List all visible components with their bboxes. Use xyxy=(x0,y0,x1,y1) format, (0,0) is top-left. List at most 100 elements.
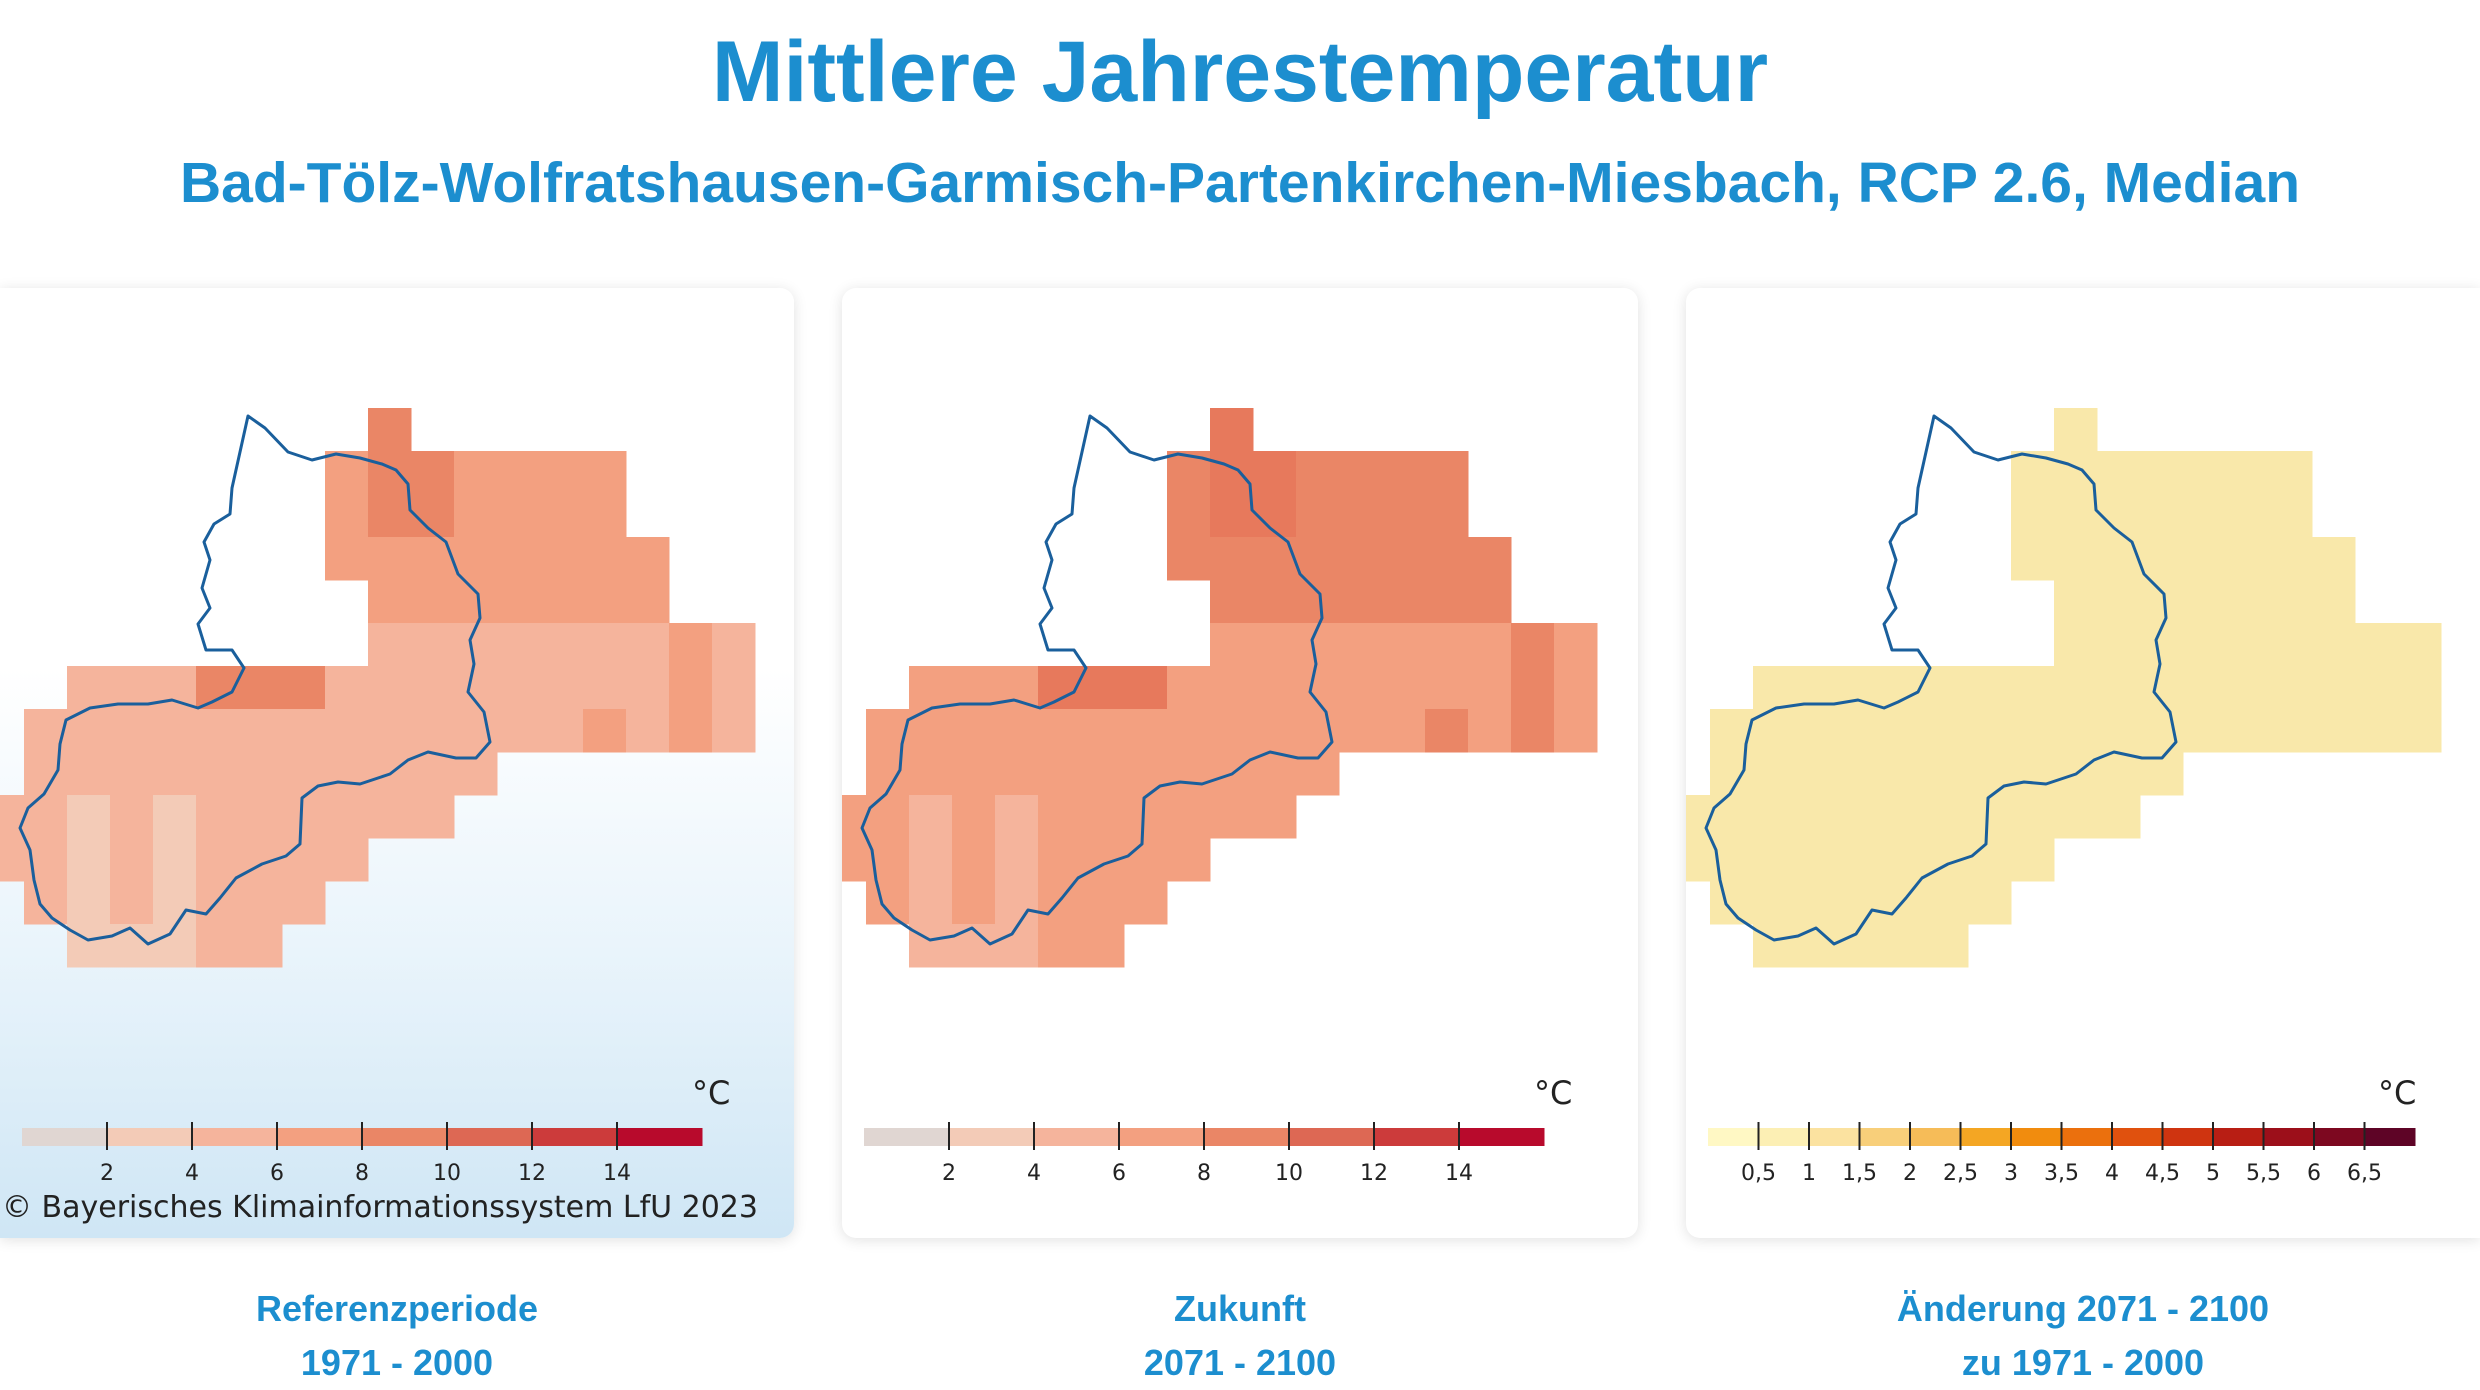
grid-cell xyxy=(995,752,1039,796)
legend-tick-label: 3,5 xyxy=(2044,1161,2079,1186)
grid-cell xyxy=(2054,580,2098,624)
legend-colorbar-change: 0,5 1 1,5 2 2,5 3 3,5 4 4,5 5 5,5 6 6,5 xyxy=(1708,1122,2416,1186)
caption-line: zu 1971 - 2000 xyxy=(1961,1342,2205,1383)
grid-cell xyxy=(1839,709,1883,753)
grid-cell xyxy=(583,451,627,495)
grid-cell xyxy=(110,709,154,753)
legend-swatch xyxy=(1708,1128,1759,1146)
grid-cell xyxy=(1796,752,1840,796)
legend-tick-label: 5,5 xyxy=(2246,1161,2281,1186)
legend-tick-label: 1,5 xyxy=(1842,1161,1877,1186)
grid-cell xyxy=(2011,494,2055,538)
grid-cell xyxy=(1296,451,1340,495)
grid-cell xyxy=(497,709,541,753)
grid-cell xyxy=(2269,537,2313,581)
grid-cell xyxy=(2269,623,2313,667)
grid-cell xyxy=(1968,752,2012,796)
grid-cell xyxy=(325,838,369,882)
grid-cell xyxy=(1038,666,1082,710)
grid-cell xyxy=(2097,709,2141,753)
map-panel-reference: °C 2 4 6 8 10 12 14 xyxy=(0,288,794,1238)
legend-tick-label: 0,5 xyxy=(1741,1161,1776,1186)
caption-reference: Referenzperiode 1971 - 2000 xyxy=(0,1282,794,1390)
temperature-map-reference xyxy=(0,408,756,968)
legend-swatch xyxy=(2112,1128,2163,1146)
grid-cell xyxy=(2054,494,2098,538)
grid-cell xyxy=(909,881,953,925)
grid-cell xyxy=(1124,752,1168,796)
grid-cell xyxy=(1210,451,1254,495)
grid-cell xyxy=(110,795,154,839)
legend-unit: °C xyxy=(692,1074,731,1112)
legend-tick-label: 10 xyxy=(433,1161,461,1186)
grid-cell xyxy=(1038,752,1082,796)
grid-cell xyxy=(952,881,996,925)
grid-cell xyxy=(497,666,541,710)
legend-swatch xyxy=(2213,1128,2264,1146)
grid-cell xyxy=(626,537,670,581)
grid-cell xyxy=(1210,580,1254,624)
grid-cell xyxy=(239,924,283,968)
legend-swatch xyxy=(617,1128,703,1146)
legend-swatch xyxy=(1459,1128,1545,1146)
grid-cell xyxy=(2054,709,2098,753)
grid-cell xyxy=(1882,666,1926,710)
legend-tick-label: 3 xyxy=(2004,1161,2018,1186)
grid-cell xyxy=(1511,666,1555,710)
grid-cell xyxy=(368,408,412,452)
grid-cell xyxy=(67,838,111,882)
grid-cell xyxy=(2312,666,2356,710)
grid-cell xyxy=(2011,752,2055,796)
grid-cell xyxy=(1425,451,1469,495)
legend-swatch xyxy=(1910,1128,1961,1146)
district-boundary xyxy=(860,414,1334,946)
temperature-change-map xyxy=(1686,408,2442,968)
grid-cell xyxy=(1167,537,1211,581)
grid-cell xyxy=(1124,881,1168,925)
grid-cell xyxy=(1839,924,1883,968)
grid-cell xyxy=(196,709,240,753)
grid-cell xyxy=(2097,666,2141,710)
grid-cell xyxy=(1253,451,1297,495)
caption-line: 2071 - 2100 xyxy=(1143,1342,1337,1383)
grid-cell xyxy=(282,881,326,925)
legend-swatch xyxy=(2162,1128,2214,1146)
grid-cell xyxy=(1339,709,1383,753)
grid-cell xyxy=(909,795,953,839)
legend-swatch xyxy=(1119,1128,1205,1146)
copyright-notice: © Bayerisches Klimainformationssystem Lf… xyxy=(2,1190,758,1225)
grid-cell xyxy=(1339,666,1383,710)
grid-cell xyxy=(325,666,369,710)
grid-cell xyxy=(67,752,111,796)
grid-cell xyxy=(1339,537,1383,581)
grid-cell xyxy=(153,924,197,968)
grid-cell xyxy=(110,752,154,796)
grid-cell xyxy=(1210,795,1254,839)
grid-cell xyxy=(497,537,541,581)
grid-cell xyxy=(2183,709,2227,753)
grid-cell xyxy=(497,580,541,624)
caption-change: Änderung 2071 - 2100 zu 1971 - 2000 xyxy=(1686,1282,2480,1390)
grid-cell xyxy=(1968,881,2012,925)
grid-cell xyxy=(282,795,326,839)
legend-tick-label: 6 xyxy=(1112,1161,1126,1186)
grid-cell xyxy=(842,838,867,882)
legend-tick-label: 4 xyxy=(1027,1161,1041,1186)
legend-swatch xyxy=(1758,1128,1810,1146)
grid-cell xyxy=(2398,666,2442,710)
grid-cell xyxy=(1382,709,1426,753)
grid-cell xyxy=(1253,752,1297,796)
grid-cell xyxy=(1796,709,1840,753)
grid-cell xyxy=(239,666,283,710)
grid-cell xyxy=(282,666,326,710)
grid-cell xyxy=(712,709,756,753)
legend-tick-label: 6 xyxy=(2307,1161,2321,1186)
caption-line: Zukunft xyxy=(1174,1288,1306,1329)
grid-cell xyxy=(1253,666,1297,710)
grid-cell xyxy=(712,623,756,667)
legend-tick-label: 12 xyxy=(1360,1161,1388,1186)
grid-cell xyxy=(540,537,584,581)
grid-cell xyxy=(2054,451,2098,495)
grid-cell xyxy=(2269,494,2313,538)
grid-cell xyxy=(411,795,455,839)
